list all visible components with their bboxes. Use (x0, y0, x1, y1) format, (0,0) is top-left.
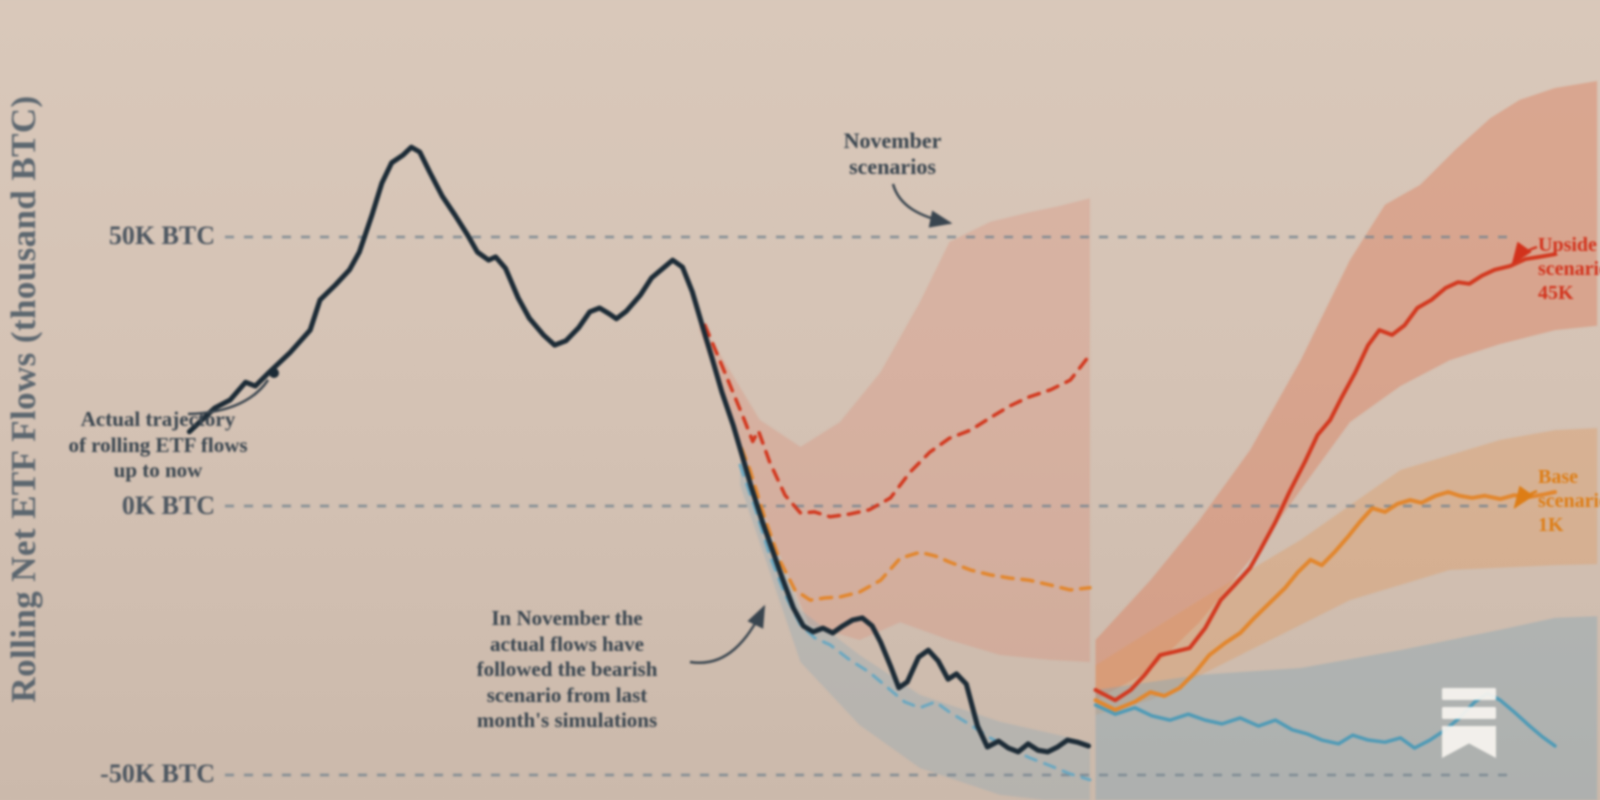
upside-label-arrow (1511, 241, 1538, 266)
band-sim-band-salmon (699, 198, 1090, 663)
y-axis-title: Rolling Net ETF Flows (thousand BTC) (4, 95, 43, 703)
bearish-note-annotation: In November the actual flows have follow… (476, 606, 658, 733)
actual-annotation-point (269, 368, 279, 378)
y-tick-50k: 50K BTC (108, 221, 215, 250)
base-scenario-label: Base scenario 1K (1538, 466, 1600, 536)
y-tick-0k: 0K BTC (121, 491, 215, 520)
base-label-arrow (1513, 485, 1538, 510)
actual-annotation-arrow (187, 379, 270, 416)
november-scenarios-annotation: November scenarios (843, 128, 942, 180)
bearish-annotation-arrow (689, 604, 766, 665)
band-nov-band-blue (1095, 616, 1598, 800)
y-tick-neg50k: -50K BTC (100, 759, 215, 788)
series-base-scenario-sim (732, 428, 1092, 602)
series-base-scenario-november (1093, 490, 1557, 712)
actual-trajectory-annotation: Actual trajectory of rolling ETF flows u… (68, 407, 248, 483)
november-annotation-arrow (891, 183, 953, 228)
series-upside-scenario-november (1093, 252, 1557, 703)
substack-logo-icon[interactable] (1441, 688, 1497, 758)
upside-scenario-label: Upside scenario 45K (1538, 234, 1600, 304)
series-actual-trajectory (186, 144, 1092, 755)
series-upside-scenario-sim (703, 323, 1092, 519)
